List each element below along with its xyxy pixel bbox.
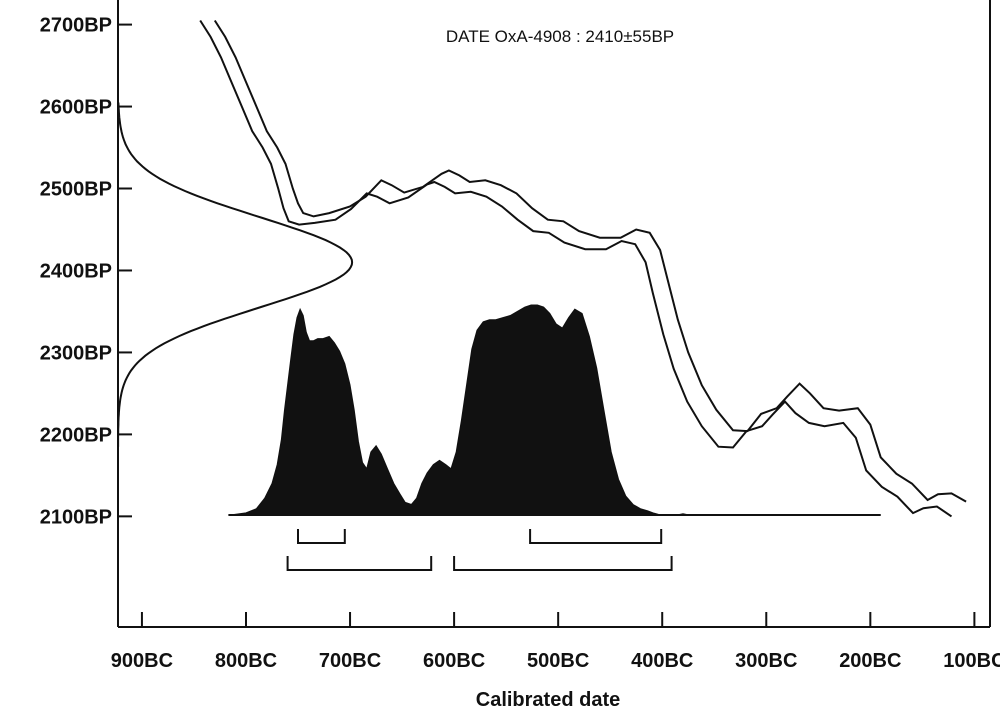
y-tick-label: 2200BP [40, 424, 112, 446]
range-95-bracket [286, 556, 433, 571]
y-tick-label: 2700BP [40, 15, 112, 37]
calibration-curve-lower [199, 19, 953, 518]
y-tick-label: 2600BP [40, 97, 112, 119]
calibration-curve-upper [213, 19, 967, 503]
range-95-bracket [453, 556, 673, 571]
range-68-bracket [297, 529, 346, 544]
y-axis-ticks: 2700BP 2600BP 2500BP 2400BP 2300BP 2200BP 2100… [40, 15, 132, 528]
x-tick-label: 400BC [631, 650, 693, 672]
x-tick-label: 900BC [111, 650, 173, 672]
range-68-bracket [529, 529, 663, 544]
plot-frame [117, 0, 991, 628]
x-tick-label: 800BC [215, 650, 277, 672]
x-tick-label: 500BC [527, 650, 589, 672]
confidence-range-brackets [286, 529, 673, 571]
y-tick-label: 2400BP [40, 260, 112, 282]
x-tick-label: 700BC [319, 650, 381, 672]
x-axis-ticks: 900BC 800BC 700BC 600BC 500BC 400BC 300BC 200BC… [111, 612, 1000, 672]
radiocarbon-gaussian [117, 102, 354, 447]
x-tick-label: 600BC [423, 650, 485, 672]
date-annotation: DATE OxA-4908 : 2410±55BP [446, 27, 674, 46]
y-tick-label: 2500BP [40, 179, 112, 201]
x-tick-label: 100BC [943, 650, 1000, 672]
x-tick-label: 300BC [735, 650, 797, 672]
x-axis-label: Calibrated date [476, 689, 620, 711]
y-tick-label: 2100BP [40, 506, 112, 528]
y-tick-label: 2300BP [40, 342, 112, 364]
x-tick-label: 200BC [839, 650, 901, 672]
probability-distribution [230, 304, 715, 516]
